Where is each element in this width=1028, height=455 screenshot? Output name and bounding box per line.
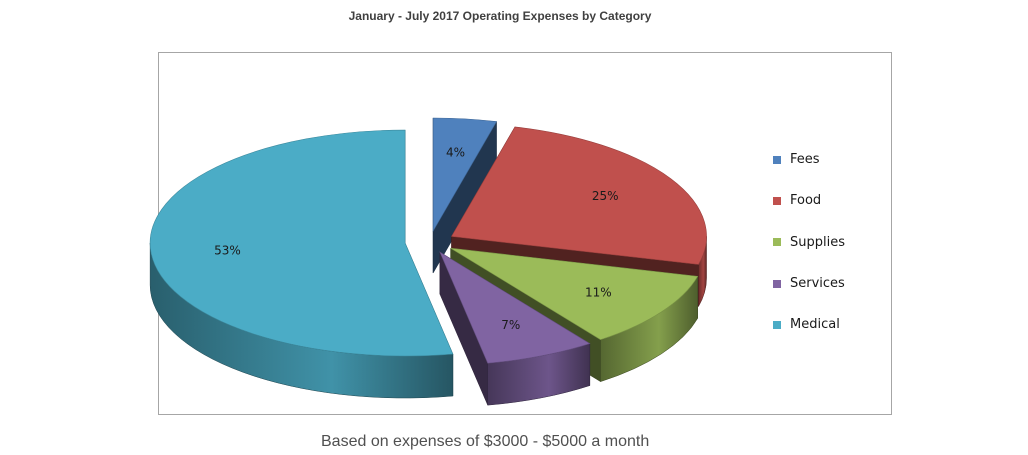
legend: Fees Food Supplies Services Medical <box>773 139 845 345</box>
legend-item-services: Services <box>773 263 845 304</box>
legend-label: Medical <box>790 317 840 333</box>
slice-top <box>450 247 699 340</box>
legend-label: Fees <box>790 152 820 168</box>
legend-item-supplies: Supplies <box>773 222 845 263</box>
legend-item-food: Food <box>773 180 845 221</box>
pie-slice-food: 25% <box>451 125 707 308</box>
legend-label: Services <box>790 276 845 292</box>
legend-item-fees: Fees <box>773 139 845 180</box>
data-label-food: 25% <box>592 189 619 203</box>
data-label-fees: 4% <box>446 146 465 160</box>
caption: Based on expenses of $3000 - $5000 a mon… <box>321 433 650 450</box>
legend-swatch <box>773 196 781 205</box>
slice-top <box>439 251 591 364</box>
data-label-medical: 53% <box>214 243 241 257</box>
data-label-services: 7% <box>501 318 520 332</box>
legend-label: Food <box>790 193 822 209</box>
pie-slice-fees: 4% <box>432 117 498 274</box>
slice-top <box>451 126 707 265</box>
slice-top <box>432 117 498 233</box>
legend-item-medical: Medical <box>773 304 845 345</box>
legend-swatch <box>773 155 781 164</box>
slice-top <box>149 129 454 357</box>
chart-title: January - July 2017 Operating Expenses b… <box>348 9 652 23</box>
legend-swatch <box>773 279 781 288</box>
legend-swatch <box>773 320 781 329</box>
pie-slice-services: 7% <box>439 251 591 406</box>
legend-label: Supplies <box>790 234 845 250</box>
legend-swatch <box>773 238 781 247</box>
pie-slice-medical: 53% <box>149 129 454 399</box>
data-label-supplies: 11% <box>585 286 612 300</box>
